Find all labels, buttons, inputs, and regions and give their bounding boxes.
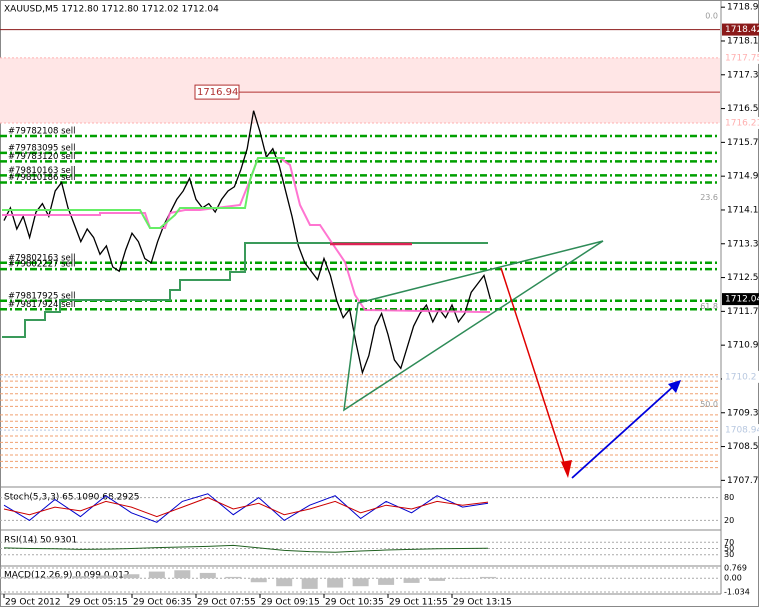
order-label: #79810186 sell — [8, 173, 75, 183]
arrow-head — [561, 460, 572, 478]
price-tag-label: 1712.04 — [725, 295, 759, 305]
macd-bar — [480, 576, 496, 579]
arrow-down — [500, 267, 569, 476]
macd-bar — [174, 570, 191, 579]
macd-bar — [21, 577, 38, 579]
order-label: #79802227 sell — [8, 260, 75, 270]
price-tag-label: 1716.21 — [725, 118, 759, 128]
price-line-series — [3, 110, 492, 375]
y-tick-label: 1712.55 — [727, 273, 759, 283]
macd-bar — [301, 578, 318, 589]
x-tick-label: 29 Oct 2012 — [5, 598, 61, 607]
y-tick-label: 1718.95 — [727, 3, 759, 13]
y-tick-label: 30 — [724, 550, 734, 559]
y-tick-label: 1714.15 — [727, 205, 759, 215]
x-tick-label: 29 Oct 06:35 — [133, 598, 192, 607]
order-label: #79817925 sell — [8, 291, 75, 301]
y-tick-label: 0.769 — [724, 564, 747, 573]
macd-bar — [378, 578, 395, 585]
y-tick-label: 70 — [724, 538, 734, 547]
macd-bar — [123, 574, 140, 579]
arrow-up — [571, 383, 677, 479]
fib-label: 0.0 — [705, 11, 718, 20]
macd-bar — [199, 572, 216, 579]
y-tick-label: 1715.75 — [727, 138, 759, 148]
order-label: #79783095 sell — [8, 143, 75, 153]
macd-bar — [148, 571, 165, 579]
y-tick-label: 1717.35 — [727, 70, 759, 80]
macd-bar — [327, 578, 344, 588]
order-label: #79802163 sell — [8, 253, 75, 263]
pane-title: Stoch(5,3,3) 65.1090 68.2925 — [4, 493, 139, 503]
price-tag — [722, 23, 759, 36]
y-tick-label: 50 — [724, 544, 734, 553]
price-tag-label: 1710.2 — [725, 372, 757, 382]
indicator-line — [2, 242, 488, 338]
y-tick-label: 1713.35 — [727, 239, 759, 249]
price-tag — [722, 51, 759, 64]
triangle-pattern — [343, 240, 604, 412]
x-tick-label: 29 Oct 07:55 — [197, 598, 256, 607]
y-tick-label: 1710.95 — [727, 341, 759, 351]
y-tick-label: 20 — [724, 516, 734, 525]
x-tick-label: 29 Oct 05:15 — [69, 598, 128, 607]
y-tick-label: 1716.55 — [727, 104, 759, 114]
y-tick-label: 1709.35 — [727, 408, 759, 418]
macd-bar — [97, 575, 114, 579]
order-label: #79810163 sell — [8, 166, 75, 176]
oscillator-line — [3, 497, 489, 518]
macd-bar — [250, 578, 267, 583]
macd-bar — [429, 578, 446, 581]
zone — [0, 57, 720, 123]
y-tick-label: 1718.15 — [727, 36, 759, 46]
x-tick-label: 29 Oct 09:15 — [261, 598, 320, 607]
macd-bar — [225, 576, 242, 579]
pane-title: MACD(12,26,9) 0.099 0.012 — [4, 571, 130, 581]
y-tick-label: 1714.95 — [727, 172, 759, 182]
price-tag — [722, 293, 759, 306]
level-box — [194, 84, 240, 100]
fib-label: 23.6 — [700, 193, 718, 202]
y-tick-label: 1708.55 — [727, 442, 759, 452]
order-label: #79817924 sell — [8, 300, 75, 310]
macd-bar — [352, 578, 369, 587]
oscillator-line — [3, 544, 489, 553]
macd-bar — [276, 578, 293, 587]
x-tick-label: 29 Oct 13:15 — [453, 598, 512, 607]
pane-title: RSI(14) 50.9301 — [4, 536, 77, 546]
macd-bar — [403, 578, 420, 583]
order-label: #79782108 sell — [8, 127, 75, 137]
price-tag — [722, 424, 759, 437]
level-box-label: 1716.94 — [197, 87, 238, 98]
price-tag-label: 1717.75 — [725, 53, 759, 63]
x-tick-label: 29 Oct 11:55 — [389, 598, 448, 607]
fib-label: 61.8 — [700, 302, 718, 311]
price-tag — [722, 116, 759, 129]
price-tag-label: 1718.42 — [725, 25, 759, 35]
macd-bar — [454, 578, 471, 579]
macd-bar — [46, 576, 63, 579]
macd-bar — [72, 576, 89, 579]
y-tick-label: 0.00 — [724, 574, 742, 583]
macd-bar — [0, 576, 12, 579]
indicator-line — [2, 157, 285, 229]
price-tag-label: 1708.94 — [725, 426, 759, 436]
y-tick-label: 80 — [724, 493, 734, 502]
chart-title: XAUUSD,M5 1712.80 1712.80 1712.02 1712.0… — [4, 5, 219, 15]
y-tick-label: -1.034 — [724, 588, 750, 597]
x-tick-label: 29 Oct 10:35 — [325, 598, 384, 607]
order-label: #79783120 sell — [8, 152, 75, 162]
arrow-head — [668, 380, 681, 393]
fib-label: 50.0 — [700, 400, 718, 409]
y-tick-label: 1711.75 — [727, 307, 759, 317]
price-tag — [722, 370, 759, 383]
y-tick-label: 1707.75 — [727, 476, 759, 486]
